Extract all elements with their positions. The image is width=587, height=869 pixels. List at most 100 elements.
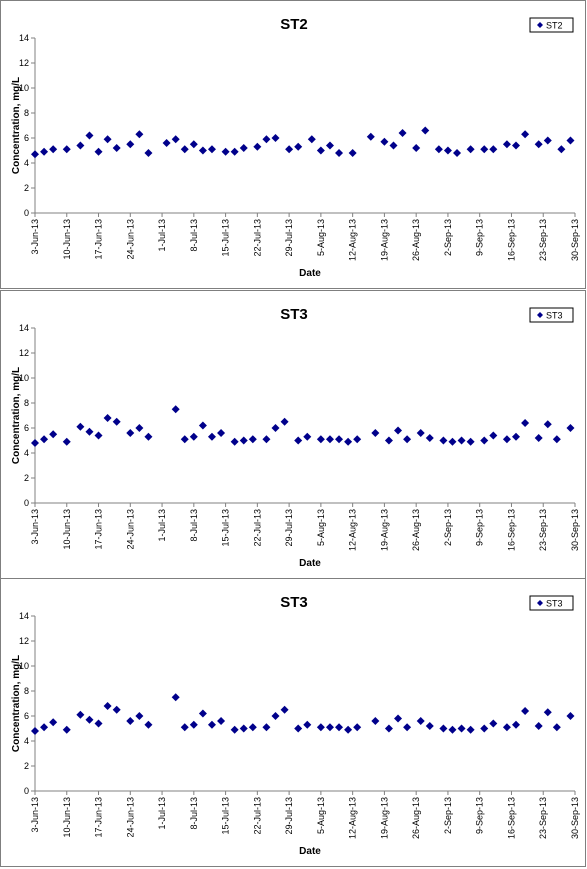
x-tick-label: 10-Jun-13 bbox=[62, 509, 72, 550]
chart-svg: ST2 ST2 0 2 4 6 8 10 12 14 3-Jun-13 10-Jun-13 17-Jun… bbox=[11, 16, 580, 279]
y-tick-label: 14 bbox=[19, 611, 29, 621]
legend-box bbox=[529, 17, 574, 33]
x-tick-label: 22-Jul-13 bbox=[252, 219, 262, 257]
x-tick-label: 17-Jun-13 bbox=[94, 797, 104, 838]
data-point bbox=[135, 130, 144, 139]
x-tick-label: 1-Jul-13 bbox=[157, 509, 167, 542]
data-point bbox=[366, 132, 375, 141]
y-tick-label: 14 bbox=[19, 33, 29, 43]
data-point bbox=[316, 723, 325, 732]
data-point bbox=[198, 709, 207, 718]
data-point bbox=[103, 135, 112, 144]
data-point bbox=[94, 147, 103, 156]
data-point bbox=[453, 149, 462, 157]
data-point bbox=[403, 723, 412, 732]
x-tick-label: 23-Sep-13 bbox=[538, 509, 548, 551]
data-point bbox=[521, 707, 530, 715]
data-point bbox=[144, 432, 153, 441]
data-point bbox=[557, 145, 566, 154]
legend: ST3 bbox=[529, 307, 574, 323]
y-tick-label: 12 bbox=[19, 58, 29, 68]
data-point bbox=[353, 723, 362, 732]
data-point bbox=[230, 725, 239, 734]
data-point bbox=[480, 145, 489, 154]
y-axis-label: Concentration, mg/L bbox=[11, 655, 22, 752]
data-point bbox=[512, 720, 521, 729]
data-point bbox=[371, 717, 380, 725]
data-point bbox=[126, 140, 135, 149]
chart-title: ST3 bbox=[280, 594, 308, 611]
data-point bbox=[189, 140, 198, 149]
data-point bbox=[335, 435, 344, 444]
y-tick-label: 4 bbox=[24, 736, 29, 746]
x-tick-label: 23-Sep-13 bbox=[538, 219, 548, 261]
data-point bbox=[394, 714, 403, 723]
data-point bbox=[543, 708, 552, 717]
legend-label: ST3 bbox=[546, 599, 563, 609]
data-point bbox=[294, 724, 303, 733]
data-point bbox=[207, 432, 216, 441]
data-point bbox=[221, 147, 230, 156]
x-tick-label: 8-Jul-13 bbox=[189, 219, 199, 252]
x-tick-label: 16-Sep-13 bbox=[506, 509, 516, 551]
data-point bbox=[76, 422, 85, 431]
data-point bbox=[534, 434, 543, 442]
x-tick-label: 30-Sep-13 bbox=[570, 509, 580, 551]
x-tick-label: 29-Jul-13 bbox=[284, 797, 294, 835]
legend: ST3 bbox=[529, 595, 574, 611]
chart-panel: ST2 ST2 0 2 4 6 8 10 12 14 3-Jun-13 10-Jun-13 17-Jun… bbox=[0, 0, 586, 289]
x-tick-label: 24-Jun-13 bbox=[125, 509, 135, 550]
y-tick-label: 6 bbox=[24, 133, 29, 143]
x-tick-label: 8-Jul-13 bbox=[189, 797, 199, 830]
data-point bbox=[198, 421, 207, 430]
y-tick-label: 8 bbox=[24, 686, 29, 696]
x-tick-label: 26-Aug-13 bbox=[411, 797, 421, 839]
data-point bbox=[239, 724, 248, 733]
data-point bbox=[207, 720, 216, 729]
data-point bbox=[262, 135, 271, 144]
data-point bbox=[457, 436, 466, 445]
data-point bbox=[512, 141, 521, 150]
data-point bbox=[466, 145, 475, 154]
data-point bbox=[316, 146, 325, 155]
legend-label: ST3 bbox=[546, 311, 563, 321]
data-point bbox=[280, 417, 289, 426]
data-point bbox=[416, 717, 425, 725]
data-point bbox=[552, 435, 561, 444]
data-point bbox=[566, 136, 575, 145]
x-tick-label: 24-Jun-13 bbox=[125, 797, 135, 838]
x-tick-label: 3-Jun-13 bbox=[30, 219, 40, 255]
data-point bbox=[49, 430, 58, 439]
data-point bbox=[62, 145, 71, 154]
data-point bbox=[207, 145, 216, 154]
y-tick-label: 0 bbox=[24, 208, 29, 218]
x-tick-label: 9-Sep-13 bbox=[475, 797, 485, 834]
y-axis-label: Concentration, mg/L bbox=[11, 77, 22, 174]
x-tick-label: 17-Jun-13 bbox=[94, 219, 104, 260]
data-point bbox=[371, 429, 380, 437]
data-point bbox=[285, 145, 294, 154]
data-point bbox=[76, 710, 85, 719]
data-point bbox=[294, 436, 303, 445]
data-point bbox=[344, 725, 353, 734]
data-point bbox=[40, 723, 49, 732]
data-point bbox=[112, 144, 121, 152]
data-point bbox=[180, 723, 189, 732]
data-point bbox=[180, 145, 189, 154]
data-point bbox=[49, 145, 58, 154]
data-point bbox=[480, 724, 489, 733]
data-point bbox=[239, 144, 248, 152]
y-tick-label: 10 bbox=[19, 83, 29, 93]
x-tick-label: 30-Sep-13 bbox=[570, 219, 580, 261]
chart-svg: ST3 ST3 0 2 4 6 8 10 12 14 3-Jun-13 10-Jun-13 17-Jun… bbox=[11, 306, 580, 569]
data-point bbox=[230, 437, 239, 446]
x-tick-label: 24-Jun-13 bbox=[125, 219, 135, 260]
legend-marker-icon bbox=[537, 600, 543, 606]
legend-label: ST2 bbox=[546, 21, 563, 31]
y-tick-label: 6 bbox=[24, 711, 29, 721]
y-tick-label: 6 bbox=[24, 423, 29, 433]
x-tick-label: 10-Jun-13 bbox=[62, 797, 72, 838]
data-point bbox=[566, 424, 575, 432]
data-point bbox=[439, 436, 448, 445]
data-point bbox=[325, 141, 334, 150]
